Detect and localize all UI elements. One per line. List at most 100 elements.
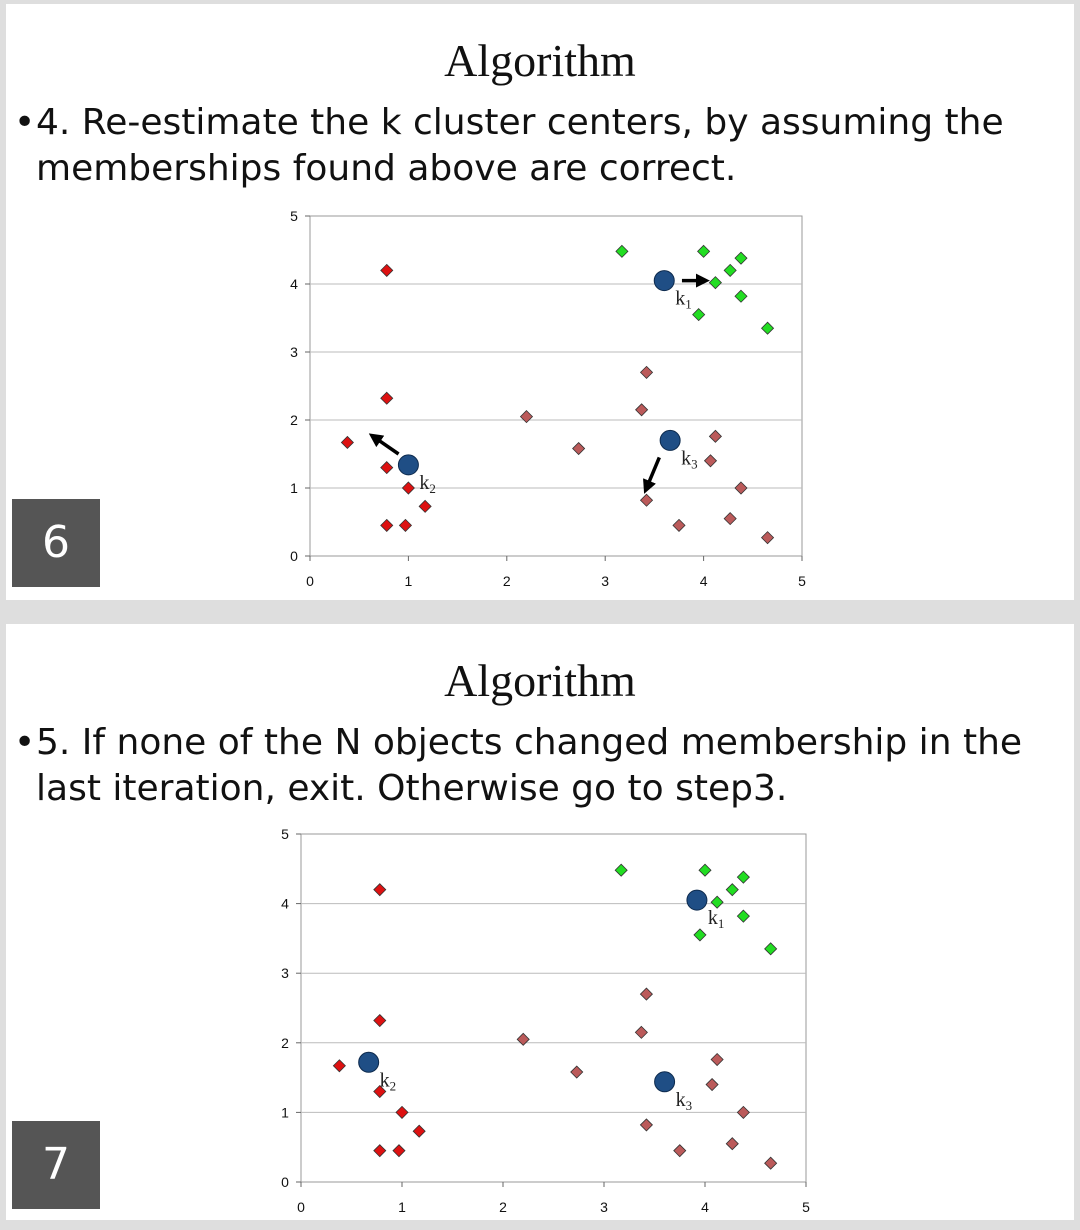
data-point-brown xyxy=(572,441,586,456)
data-point-brown xyxy=(764,1156,778,1170)
data-point-green xyxy=(710,895,724,909)
centroid-move-arrow xyxy=(643,456,661,494)
x-tick-label: 2 xyxy=(499,1199,507,1215)
y-tick-label: 1 xyxy=(281,1104,289,1120)
data-point-green xyxy=(736,870,750,884)
data-point-green xyxy=(725,883,739,897)
data-point-red xyxy=(380,461,394,475)
data-point-green xyxy=(764,942,778,956)
data-point-green xyxy=(697,244,711,258)
x-tick-label: 0 xyxy=(297,1199,305,1215)
slide-title: Algorithm xyxy=(444,655,636,706)
centroid-k2 xyxy=(358,1051,380,1073)
x-tick-label: 2 xyxy=(503,573,511,589)
data-point-red xyxy=(373,1084,387,1099)
data-point-red xyxy=(398,518,413,532)
data-point-green xyxy=(693,928,707,942)
x-tick-label: 3 xyxy=(601,573,609,589)
data-point-green xyxy=(614,863,628,877)
x-tick-label: 3 xyxy=(600,1199,608,1215)
data-point-brown xyxy=(723,512,737,526)
plot-area-border xyxy=(309,215,803,557)
data-point-brown xyxy=(708,429,722,443)
centroid-k2 xyxy=(397,454,419,476)
data-point-brown xyxy=(639,365,654,379)
centroid-label: k1 xyxy=(675,288,692,312)
x-tick-label: 0 xyxy=(306,573,314,589)
data-point-green xyxy=(734,251,748,265)
centroid-label: k1 xyxy=(708,907,725,931)
data-point-green xyxy=(760,321,775,335)
y-tick-label: 5 xyxy=(281,826,289,842)
slide-number-badge: 7 xyxy=(12,1121,100,1209)
centroid-k1 xyxy=(686,889,708,911)
slide-6: Algorithm • 4. Re-estimate the k cluster… xyxy=(6,4,1074,600)
centroid-k3 xyxy=(659,429,681,451)
y-tick-label: 2 xyxy=(290,412,298,428)
data-point-brown xyxy=(736,1105,750,1119)
y-tick-label: 3 xyxy=(290,344,298,360)
centroid-move-arrow xyxy=(368,433,400,456)
data-point-red xyxy=(401,481,415,495)
data-point-green xyxy=(708,276,722,290)
data-point-brown xyxy=(639,493,654,507)
data-point-red xyxy=(412,1124,426,1138)
centroid-k1 xyxy=(653,270,675,292)
bullet-text: 4. Re-estimate the k cluster centers, by… xyxy=(36,102,1004,189)
slide-title: Algorithm xyxy=(444,35,636,86)
x-tick-label: 5 xyxy=(798,573,806,589)
data-point-brown xyxy=(634,1025,648,1039)
plot-area-border xyxy=(300,833,807,1183)
y-tick-label: 1 xyxy=(290,480,298,496)
y-tick-label: 0 xyxy=(290,548,298,564)
x-tick-label: 4 xyxy=(700,573,708,589)
centroid-label: k3 xyxy=(676,1089,693,1113)
data-point-brown xyxy=(725,1137,739,1151)
data-point-brown xyxy=(519,410,534,424)
data-point-green xyxy=(615,244,629,258)
data-point-green xyxy=(698,863,712,877)
centroid-label: k2 xyxy=(380,1069,397,1093)
scatter-chart-step4: 0 1 2 3 4 5 0 1 2 3 4 5 k1 k2 k3 xyxy=(290,208,806,589)
y-tick-label: 0 xyxy=(281,1174,289,1190)
data-point-red xyxy=(373,1013,387,1028)
bullet-text: 5. If none of the N objects changed memb… xyxy=(36,722,1023,809)
slide-7: Algorithm • 5. If none of the N objects … xyxy=(6,624,1074,1220)
scatter-chart-step5: 0 1 2 3 4 5 0 1 2 3 4 5 k1 k2 k3 xyxy=(281,826,810,1215)
data-point-brown xyxy=(639,987,653,1001)
bullet-icon: • xyxy=(14,722,36,763)
data-point-brown xyxy=(570,1065,584,1079)
data-point-brown xyxy=(703,454,718,468)
data-point-red xyxy=(380,391,394,405)
data-point-green xyxy=(692,308,706,322)
centroid-k3 xyxy=(654,1071,676,1093)
data-point-red xyxy=(373,883,387,897)
y-tick-label: 4 xyxy=(290,276,298,292)
data-point-brown xyxy=(639,1118,653,1132)
data-point-green xyxy=(736,909,750,923)
centroid-label: k3 xyxy=(681,447,698,471)
centroid-label: k2 xyxy=(419,472,436,496)
data-point-green xyxy=(734,289,748,303)
data-point-brown xyxy=(760,531,775,545)
data-point-brown xyxy=(710,1052,724,1067)
x-tick-label: 5 xyxy=(802,1199,810,1215)
x-tick-label: 4 xyxy=(701,1199,709,1215)
data-point-red xyxy=(380,518,394,532)
data-point-brown xyxy=(672,518,686,532)
y-tick-label: 5 xyxy=(290,208,298,224)
data-point-red xyxy=(380,263,394,277)
y-tick-label: 2 xyxy=(281,1035,289,1051)
data-point-red xyxy=(373,1144,387,1158)
bullet-icon: • xyxy=(14,102,36,143)
y-tick-label: 3 xyxy=(281,965,289,981)
data-point-red xyxy=(392,1144,406,1158)
data-point-red xyxy=(340,435,354,450)
data-point-red xyxy=(395,1105,409,1119)
x-tick-label: 1 xyxy=(405,573,413,589)
data-point-brown xyxy=(673,1144,687,1158)
data-point-green xyxy=(723,263,737,277)
x-tick-label: 1 xyxy=(398,1199,406,1215)
data-point-brown xyxy=(705,1077,719,1092)
data-point-red xyxy=(418,499,432,513)
